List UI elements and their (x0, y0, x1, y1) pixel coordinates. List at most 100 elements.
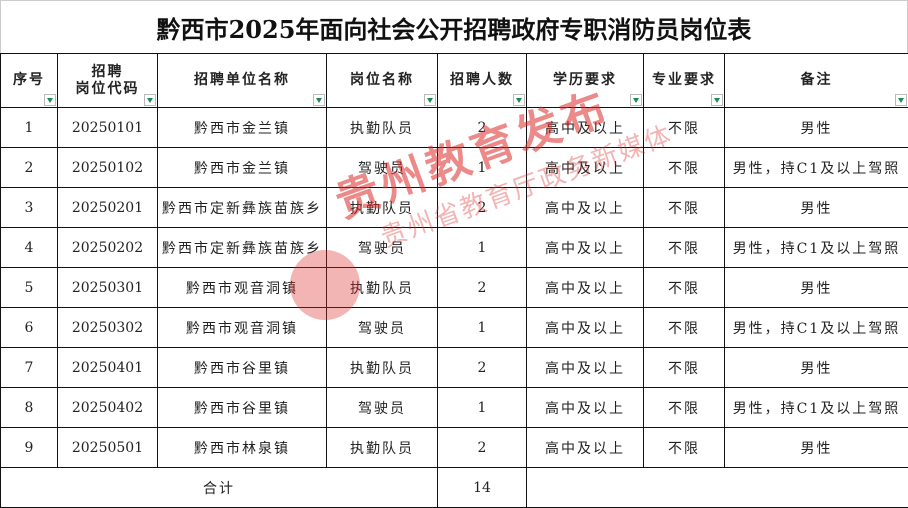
cell-seq: 2 (1, 148, 58, 188)
cell-remark: 男性，持C1及以上驾照 (725, 308, 908, 348)
cell-major: 不限 (644, 268, 725, 308)
cell-code: 20250301 (58, 268, 158, 308)
cell-remark: 男性 (725, 108, 908, 148)
cell-unit: 黔西市金兰镇 (158, 108, 327, 148)
cell-unit: 黔西市林泉镇 (158, 428, 327, 468)
cell-position: 执勤队员 (327, 348, 438, 388)
cell-seq: 7 (1, 348, 58, 388)
filter-dropdown-icon[interactable] (630, 94, 642, 106)
header-label: 招聘单位名称 (194, 72, 290, 88)
header-label: 招聘人数 (450, 72, 514, 88)
header-seq: 序号 (1, 54, 58, 108)
cell-count: 2 (438, 348, 527, 388)
cell-seq: 8 (1, 388, 58, 428)
cell-remark: 男性 (725, 268, 908, 308)
cell-seq: 9 (1, 428, 58, 468)
cell-seq: 1 (1, 108, 58, 148)
cell-count: 2 (438, 268, 527, 308)
filter-dropdown-icon[interactable] (711, 94, 723, 106)
filter-dropdown-icon[interactable] (513, 94, 525, 106)
header-education: 学历要求 (527, 54, 644, 108)
cell-major: 不限 (644, 188, 725, 228)
cell-position: 驾驶员 (327, 148, 438, 188)
cell-code: 20250401 (58, 348, 158, 388)
cell-education: 高中及以上 (527, 308, 644, 348)
cell-remark: 男性 (725, 348, 908, 388)
cell-count: 1 (438, 388, 527, 428)
cell-major: 不限 (644, 308, 725, 348)
cell-code: 20250201 (58, 188, 158, 228)
cell-position: 驾驶员 (327, 228, 438, 268)
cell-unit: 黔西市金兰镇 (158, 148, 327, 188)
cell-count: 1 (438, 308, 527, 348)
total-label: 合计 (1, 468, 438, 508)
cell-education: 高中及以上 (527, 348, 644, 388)
cell-education: 高中及以上 (527, 388, 644, 428)
cell-seq: 4 (1, 228, 58, 268)
cell-position: 执勤队员 (327, 188, 438, 228)
cell-major: 不限 (644, 428, 725, 468)
cell-code: 20250202 (58, 228, 158, 268)
cell-education: 高中及以上 (527, 428, 644, 468)
cell-position: 执勤队员 (327, 108, 438, 148)
cell-remark: 男性，持C1及以上驾照 (725, 148, 908, 188)
cell-education: 高中及以上 (527, 108, 644, 148)
cell-count: 2 (438, 188, 527, 228)
header-label: 学历要求 (553, 72, 617, 88)
cell-unit: 黔西市定新彝族苗族乡 (158, 188, 327, 228)
cell-position: 驾驶员 (327, 388, 438, 428)
cell-major: 不限 (644, 108, 725, 148)
header-row: 序号招聘 岗位代码 招聘单位名称 岗位名称 招聘人数 学历要求 专业要求备注 (1, 54, 908, 108)
cell-remark: 男性 (725, 428, 908, 468)
cell-remark: 男性 (725, 188, 908, 228)
cell-count: 1 (438, 228, 527, 268)
total-value: 14 (438, 468, 527, 508)
cell-code: 20250102 (58, 148, 158, 188)
cell-education: 高中及以上 (527, 148, 644, 188)
cell-count: 1 (438, 148, 527, 188)
header-label: 岗位名称 (350, 72, 414, 88)
cell-major: 不限 (644, 388, 725, 428)
cell-code: 20250501 (58, 428, 158, 468)
cell-position: 执勤队员 (327, 268, 438, 308)
cell-seq: 3 (1, 188, 58, 228)
filter-dropdown-icon[interactable] (44, 94, 56, 106)
cell-code: 20250101 (58, 108, 158, 148)
cell-position: 执勤队员 (327, 428, 438, 468)
cell-major: 不限 (644, 148, 725, 188)
cell-position: 驾驶员 (327, 308, 438, 348)
header-position: 岗位名称 (327, 54, 438, 108)
cell-education: 高中及以上 (527, 268, 644, 308)
cell-seq: 6 (1, 308, 58, 348)
header-label: 专业要求 (652, 72, 716, 88)
filter-dropdown-icon[interactable] (144, 94, 156, 106)
cell-education: 高中及以上 (527, 188, 644, 228)
cell-seq: 5 (1, 268, 58, 308)
cell-major: 不限 (644, 228, 725, 268)
header-label: 招聘 岗位代码 (76, 64, 140, 97)
cell-major: 不限 (644, 348, 725, 388)
cell-code: 20250302 (58, 308, 158, 348)
cell-unit: 黔西市谷里镇 (158, 388, 327, 428)
cell-education: 高中及以上 (527, 228, 644, 268)
total-empty (527, 468, 908, 508)
filter-dropdown-icon[interactable] (313, 94, 325, 106)
cell-unit: 黔西市观音洞镇 (158, 308, 327, 348)
filter-dropdown-icon[interactable] (424, 94, 436, 106)
cell-count: 2 (438, 108, 527, 148)
filter-dropdown-icon[interactable] (895, 94, 907, 106)
header-major: 专业要求 (644, 54, 725, 108)
cell-unit: 黔西市观音洞镇 (158, 268, 327, 308)
header-unit: 招聘单位名称 (158, 54, 327, 108)
cell-unit: 黔西市定新彝族苗族乡 (158, 228, 327, 268)
header-remark: 备注 (725, 54, 908, 108)
